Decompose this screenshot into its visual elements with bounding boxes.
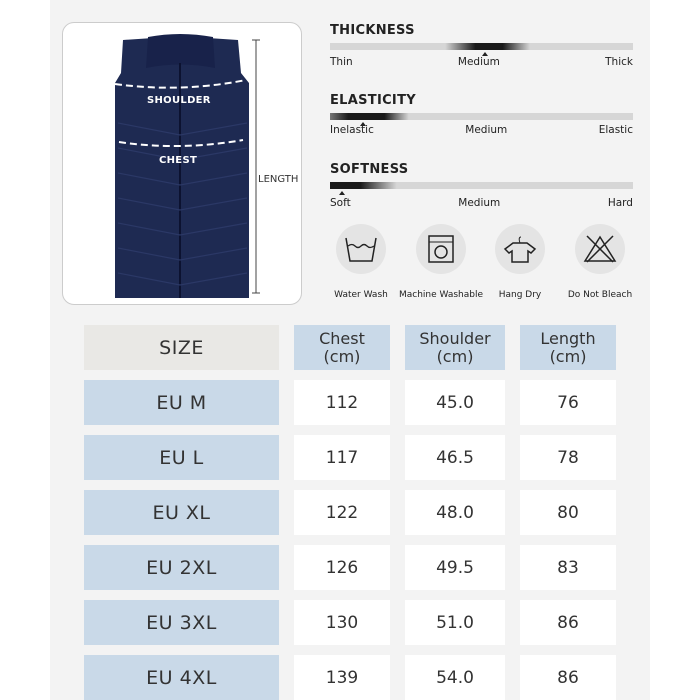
softness-bar — [330, 182, 633, 195]
measurement-cell: 117 — [294, 435, 390, 480]
care-do-not-bleach: Do Not Bleach — [560, 224, 640, 300]
scale-high: Thick — [605, 56, 633, 68]
scale-low: Inelastic — [330, 124, 374, 136]
chest-label: CHEST — [159, 155, 198, 166]
scale-mid: Medium — [465, 124, 508, 136]
measurement-cell: 46.5 — [405, 435, 505, 480]
attribute-title: SOFTNESS — [330, 162, 409, 177]
thickness-attribute: THICKNESS Thin Medium Thick — [330, 23, 633, 68]
length-label: LENGTH — [257, 174, 300, 185]
hang-dry-icon — [495, 224, 545, 274]
size-cell: EU XL — [84, 490, 279, 535]
size-cell: EU M — [84, 380, 279, 425]
measurement-cell: 130 — [294, 600, 390, 645]
measurement-cell: 83 — [520, 545, 616, 590]
measurement-cell: 86 — [520, 600, 616, 645]
elasticity-attribute: ELASTICITY Inelastic Medium Elastic — [330, 93, 633, 136]
size-cell: EU 2XL — [84, 545, 279, 590]
scale-low: Soft — [330, 197, 351, 209]
vest-image — [114, 34, 260, 298]
attribute-title: ELASTICITY — [330, 93, 416, 108]
column-header: Length (cm) — [520, 325, 616, 370]
measurement-cell: 49.5 — [405, 545, 505, 590]
measurement-cell: 45.0 — [405, 380, 505, 425]
column-header: SIZE — [84, 325, 279, 370]
column-header: Shoulder (cm) — [405, 325, 505, 370]
column-header: Chest (cm) — [294, 325, 390, 370]
washing-machine-icon — [416, 224, 466, 274]
level-marker — [339, 191, 346, 195]
size-cell: EU 4XL — [84, 655, 279, 700]
level-marker — [360, 122, 367, 126]
measurement-cell: 54.0 — [405, 655, 505, 700]
care-water-wash: Water Wash — [321, 224, 401, 300]
water-wash-icon — [336, 224, 386, 274]
measurement-cell: 48.0 — [405, 490, 505, 535]
do-not-bleach-icon — [575, 224, 625, 274]
level-marker — [481, 52, 488, 56]
thickness-bar — [330, 43, 633, 56]
measurement-cell: 126 — [294, 545, 390, 590]
care-label: Do Not Bleach — [567, 290, 633, 300]
softness-attribute: SOFTNESS Soft Medium Hard — [330, 162, 633, 209]
measurement-cell: 76 — [520, 380, 616, 425]
care-label: Hang Dry — [498, 290, 542, 300]
measurement-cell: 86 — [520, 655, 616, 700]
care-machine-washable: Machine Washable — [399, 224, 483, 300]
product-image-card: SHOULDER CHEST LENGTH — [62, 22, 302, 305]
measurement-cell: 78 — [520, 435, 616, 480]
size-cell: EU 3XL — [84, 600, 279, 645]
care-hang-dry: Hang Dry — [480, 224, 560, 300]
scale-mid: Medium — [457, 56, 500, 68]
scale-high: Elastic — [598, 124, 633, 136]
measurement-cell: 80 — [520, 490, 616, 535]
shoulder-label: SHOULDER — [147, 95, 211, 106]
care-label: Machine Washable — [398, 290, 484, 300]
measurement-cell: 139 — [294, 655, 390, 700]
scale-mid: Medium — [458, 197, 501, 209]
measurement-cell: 112 — [294, 380, 390, 425]
scale-low: Thin — [330, 56, 353, 68]
measurement-cell: 51.0 — [405, 600, 505, 645]
measurement-cell: 122 — [294, 490, 390, 535]
size-cell: EU L — [84, 435, 279, 480]
scale-high: Hard — [607, 197, 633, 209]
care-label: Water Wash — [334, 290, 388, 300]
attribute-title: THICKNESS — [330, 23, 415, 38]
elasticity-bar — [330, 113, 633, 126]
